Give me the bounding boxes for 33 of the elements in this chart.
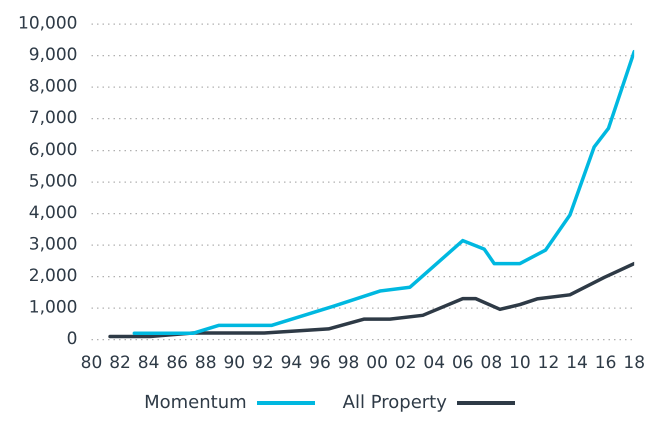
x-tick-label: 14	[566, 353, 588, 374]
x-tick-label: 10	[509, 353, 531, 374]
x-tick-label: 90	[223, 353, 246, 374]
x-tick-label: 82	[109, 353, 131, 374]
x-tick-label: 80	[80, 353, 102, 374]
y-tick-label: 3,000	[28, 234, 78, 254]
x-tick-label: 00	[366, 353, 388, 374]
x-tick-label: 06	[452, 353, 474, 374]
x-tick-label: 96	[309, 353, 331, 374]
x-tick-label: 08	[480, 353, 502, 374]
y-tick-label: 9,000	[28, 45, 78, 66]
x-tick-label: 92	[252, 353, 274, 374]
y-tick-label: 8,000	[28, 76, 78, 97]
legend-label: All Property	[342, 392, 447, 413]
y-tick-label: 6,000	[28, 140, 78, 160]
x-tick-label: 98	[338, 353, 360, 374]
y-tick-label: 4,000	[28, 202, 78, 223]
x-tick-label: 94	[280, 353, 302, 374]
x-tick-label: 04	[423, 353, 446, 374]
x-tick-label: 18	[623, 353, 646, 374]
y-tick-label: 0	[66, 329, 78, 350]
x-tick-label: 16	[594, 353, 616, 374]
x-tick-label: 12	[538, 353, 560, 374]
x-tick-label: 86	[166, 353, 188, 374]
y-tick-label: 7,000	[28, 108, 78, 128]
x-tick-label: 88	[194, 353, 217, 374]
y-tick-label: 10,000	[18, 14, 78, 34]
y-tick-label: 1,000	[28, 297, 78, 318]
legend-label: Momentum	[144, 392, 247, 413]
y-tick-label: 2,000	[28, 266, 78, 286]
y-tick-label: 5,000	[28, 171, 78, 192]
x-tick-label: 02	[394, 353, 416, 374]
x-tick-label: 84	[138, 353, 160, 374]
